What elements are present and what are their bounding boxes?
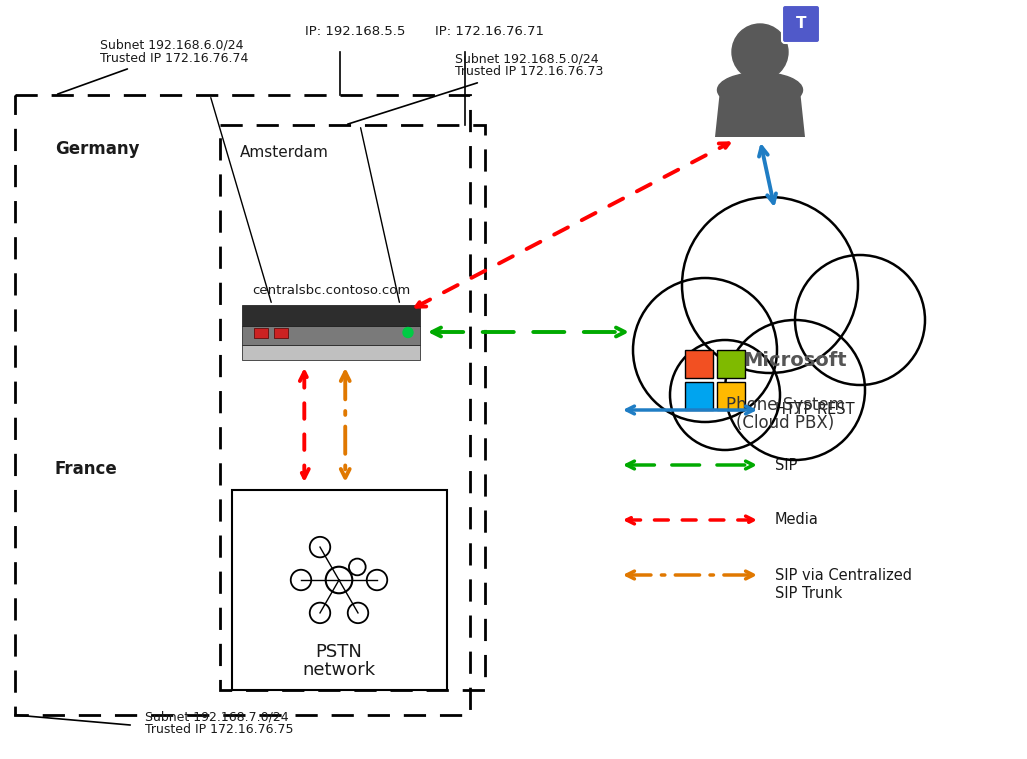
Text: (Cloud PBX): (Cloud PBX) — [736, 414, 834, 432]
Bar — [254, 328, 268, 338]
Text: centralsbc.contoso.com: centralsbc.contoso.com — [252, 284, 410, 297]
FancyBboxPatch shape — [685, 382, 713, 410]
Circle shape — [732, 24, 788, 80]
FancyBboxPatch shape — [242, 345, 420, 360]
FancyBboxPatch shape — [782, 5, 820, 43]
Circle shape — [795, 255, 925, 385]
FancyBboxPatch shape — [242, 305, 420, 326]
Bar — [232, 490, 447, 690]
Text: Germany: Germany — [55, 140, 140, 158]
Text: Subnet 192.168.7.0/24: Subnet 192.168.7.0/24 — [145, 710, 289, 723]
Text: HTTP REST: HTTP REST — [775, 402, 854, 417]
Text: SIP via Centralized: SIP via Centralized — [775, 568, 912, 582]
Circle shape — [403, 327, 413, 338]
Text: Subnet 192.168.5.0/24: Subnet 192.168.5.0/24 — [455, 52, 599, 65]
Text: SIP: SIP — [775, 458, 797, 473]
Text: PSTN: PSTN — [315, 643, 363, 661]
Text: Media: Media — [775, 512, 819, 528]
Text: Phone System: Phone System — [725, 396, 844, 414]
Text: France: France — [55, 460, 118, 478]
Text: Trusted IP 172.16.76.73: Trusted IP 172.16.76.73 — [455, 65, 604, 78]
Circle shape — [725, 320, 865, 460]
Text: IP: 192.168.5.5: IP: 192.168.5.5 — [305, 25, 406, 38]
Text: IP: 172.16.76.71: IP: 172.16.76.71 — [435, 25, 544, 38]
FancyBboxPatch shape — [685, 350, 713, 378]
Circle shape — [670, 340, 779, 450]
Text: Trusted IP 172.16.76.74: Trusted IP 172.16.76.74 — [100, 52, 249, 65]
Text: Amsterdam: Amsterdam — [240, 145, 329, 160]
Circle shape — [682, 197, 858, 373]
Text: Subnet 192.168.6.0/24: Subnet 192.168.6.0/24 — [100, 39, 243, 52]
FancyBboxPatch shape — [717, 350, 745, 378]
Text: network: network — [302, 661, 376, 679]
Text: T: T — [796, 17, 806, 32]
Bar — [220, 125, 485, 690]
Circle shape — [633, 278, 777, 422]
Ellipse shape — [718, 73, 802, 108]
Text: Trusted IP 172.16.76.75: Trusted IP 172.16.76.75 — [145, 723, 294, 736]
Bar — [15, 95, 470, 715]
FancyBboxPatch shape — [242, 326, 420, 345]
FancyBboxPatch shape — [717, 382, 745, 410]
Text: SIP Trunk: SIP Trunk — [775, 585, 842, 600]
Polygon shape — [715, 90, 805, 137]
Text: Microsoft: Microsoft — [744, 351, 847, 370]
Bar — [274, 328, 288, 338]
